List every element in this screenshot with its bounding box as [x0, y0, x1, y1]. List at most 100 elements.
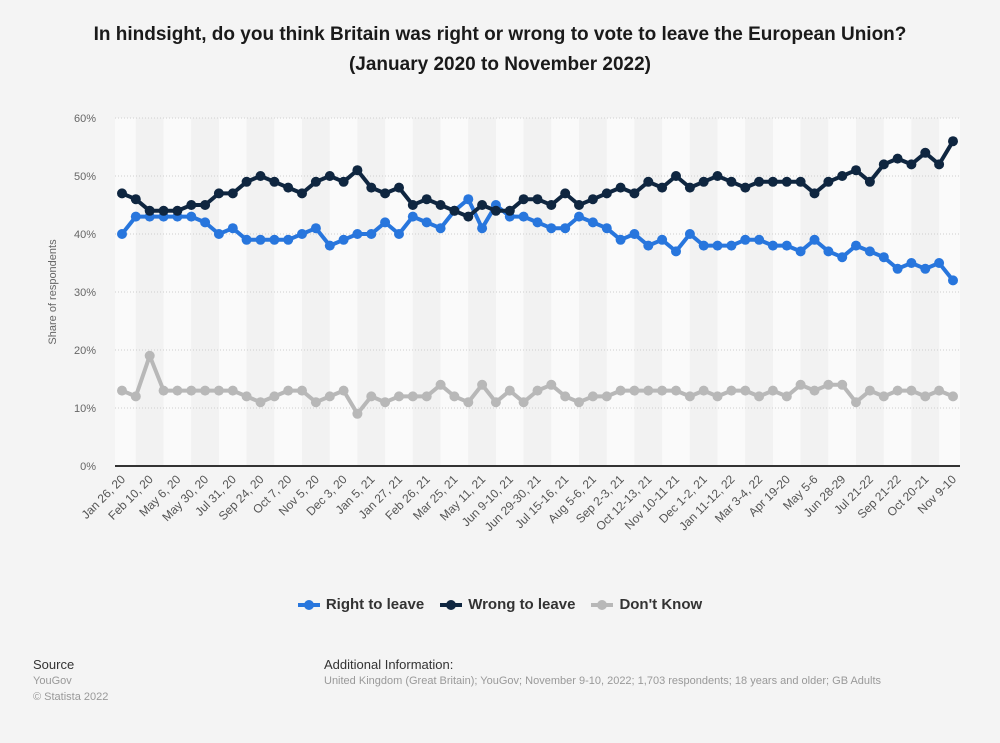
- data-point: [241, 391, 252, 402]
- data-point: [684, 391, 695, 402]
- data-point: [864, 385, 875, 396]
- data-point: [643, 240, 654, 251]
- additional-info-block: Additional Information: United Kingdom (…: [324, 657, 881, 689]
- data-point: [518, 194, 529, 205]
- data-point: [477, 223, 488, 234]
- data-point: [158, 385, 169, 396]
- legend-marker-icon: [440, 599, 463, 610]
- data-point: [920, 147, 931, 158]
- data-point: [767, 176, 778, 187]
- data-point: [740, 182, 751, 193]
- data-point: [297, 385, 307, 396]
- legend-swatch-dot: [303, 599, 314, 610]
- legend-swatch-dot: [597, 599, 608, 610]
- data-point: [269, 391, 280, 402]
- data-point: [726, 176, 737, 187]
- data-point: [394, 182, 404, 193]
- data-point: [172, 385, 183, 396]
- data-point: [435, 200, 446, 210]
- data-point: [463, 194, 474, 205]
- chart-title: In hindsight, do you think Britain was r…: [93, 24, 907, 75]
- plot-band: [745, 118, 773, 466]
- legend-marker-icon: [591, 599, 614, 610]
- data-point: [726, 240, 737, 251]
- data-point: [560, 391, 571, 402]
- data-point: [878, 159, 889, 170]
- data-point: [241, 176, 252, 187]
- data-point: [698, 385, 709, 396]
- data-point: [587, 391, 598, 402]
- legend-item-wrong-to-leave[interactable]: Wrong to leave: [440, 596, 575, 613]
- data-point: [754, 391, 765, 402]
- data-point: [948, 275, 958, 286]
- data-point: [892, 263, 903, 274]
- plot-band: [385, 118, 413, 466]
- data-point: [532, 194, 543, 205]
- data-point: [587, 217, 598, 228]
- data-point: [684, 182, 695, 193]
- data-point: [906, 258, 917, 268]
- legend-item-dont-know[interactable]: Don't Know: [591, 596, 702, 613]
- data-point: [587, 194, 598, 205]
- data-point: [934, 159, 945, 170]
- data-point: [934, 385, 945, 396]
- data-point: [546, 379, 557, 390]
- data-point: [255, 171, 266, 181]
- data-point: [671, 246, 681, 257]
- data-point: [130, 391, 141, 402]
- data-point: [795, 176, 806, 187]
- data-point: [144, 205, 155, 216]
- data-point: [767, 385, 778, 396]
- data-point: [740, 385, 751, 396]
- data-point: [795, 246, 806, 257]
- data-point: [823, 176, 834, 187]
- data-point: [615, 385, 626, 396]
- data-point: [200, 217, 211, 228]
- y-tick-label: 30%: [74, 287, 96, 299]
- data-point: [615, 234, 626, 245]
- data-point: [200, 200, 211, 210]
- y-tick-label: 40%: [74, 229, 96, 241]
- plot-band: [523, 118, 552, 466]
- data-point: [504, 205, 515, 216]
- data-point: [643, 176, 654, 187]
- data-point: [255, 234, 266, 245]
- data-point: [200, 385, 211, 396]
- legend-swatch-dot: [446, 599, 457, 610]
- source-name[interactable]: YouGov: [33, 675, 72, 687]
- data-point: [518, 211, 529, 222]
- copyright: © Statista 2022: [33, 691, 109, 703]
- data-point: [781, 176, 792, 187]
- data-point: [310, 176, 321, 187]
- y-tick-label: 60%: [74, 113, 96, 125]
- data-point: [435, 379, 446, 390]
- data-point: [352, 408, 363, 419]
- data-point: [781, 240, 792, 251]
- legend-item-right-to-leave[interactable]: Right to leave: [297, 596, 424, 613]
- data-point: [795, 379, 806, 390]
- data-point: [130, 194, 141, 205]
- data-point: [878, 391, 889, 402]
- data-point: [878, 252, 889, 263]
- data-point: [283, 234, 294, 245]
- data-point: [851, 165, 861, 176]
- data-point: [144, 350, 155, 361]
- data-point: [407, 391, 418, 402]
- data-point: [629, 188, 640, 199]
- data-point: [227, 188, 238, 199]
- line-chart: 0% 10% 20% 30% 40% 50% 60% Share of respondents…: [47, 113, 960, 534]
- data-point: [851, 240, 861, 251]
- y-tick-label: 0%: [80, 461, 96, 473]
- data-point: [837, 171, 848, 181]
- data-point: [532, 217, 543, 228]
- data-point: [574, 200, 584, 210]
- data-point: [920, 263, 931, 274]
- source-heading: Source: [33, 657, 75, 672]
- data-point: [421, 194, 432, 205]
- data-point: [213, 229, 224, 239]
- data-point: [117, 229, 127, 239]
- data-point: [352, 165, 363, 176]
- data-point: [380, 397, 391, 408]
- data-point: [338, 176, 349, 187]
- data-point: [726, 385, 737, 396]
